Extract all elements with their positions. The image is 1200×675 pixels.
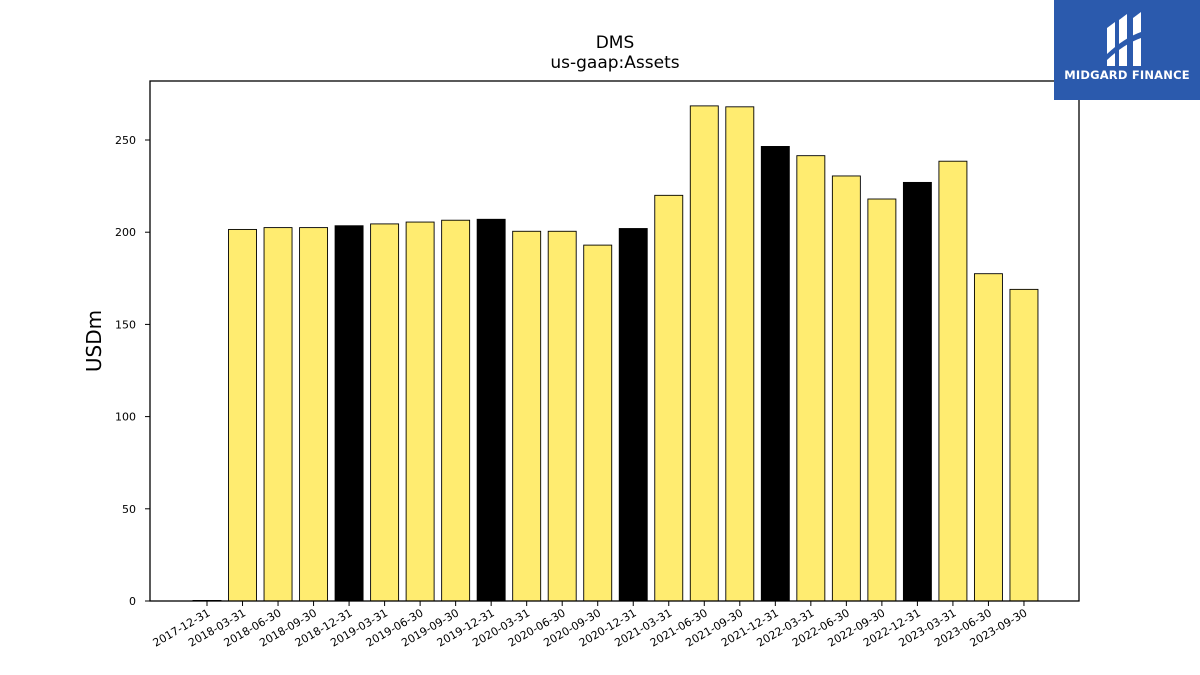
bar-2020-09-30 bbox=[583, 244, 613, 602]
bar-2023-03-31 bbox=[938, 160, 968, 602]
bar-2019-12-31 bbox=[476, 218, 506, 602]
chart-subtitle: us-gaap:Assets bbox=[550, 53, 679, 73]
y-tick-label: 0 bbox=[129, 595, 136, 608]
bar-2023-09-30 bbox=[1009, 288, 1039, 602]
bar-2021-03-31 bbox=[654, 194, 684, 602]
bar-2020-06-30 bbox=[547, 230, 577, 602]
y-tick-label: 250 bbox=[115, 134, 136, 147]
bar-2021-06-30 bbox=[689, 105, 719, 602]
bar-2018-06-30 bbox=[263, 227, 293, 602]
bar-2018-09-30 bbox=[299, 227, 329, 602]
y-tick-label: 150 bbox=[115, 318, 136, 331]
logo-badge: MIDGARD FINANCE bbox=[1054, 0, 1200, 100]
plot-frame bbox=[149, 80, 1080, 602]
bar-2022-09-30 bbox=[867, 198, 897, 602]
y-ticks-group: 0 50 100 150 200 250 bbox=[115, 134, 150, 608]
bar-2019-03-31 bbox=[370, 223, 400, 602]
x-ticks-group: 2017-12-312018-03-312018-06-302018-09-30… bbox=[151, 601, 1029, 650]
y-tick-label: 50 bbox=[122, 503, 136, 516]
bar-2021-09-30 bbox=[725, 106, 755, 602]
bar-2022-03-31 bbox=[796, 155, 826, 602]
bar-2018-12-31 bbox=[334, 225, 364, 602]
logo-text: MIDGARD FINANCE bbox=[1064, 68, 1190, 82]
bar-2019-09-30 bbox=[441, 219, 471, 602]
bar-2020-12-31 bbox=[618, 228, 648, 602]
bar-2020-03-31 bbox=[512, 230, 542, 602]
chart-title: DMS bbox=[596, 33, 635, 53]
bar-2021-12-31 bbox=[760, 146, 790, 602]
bar-2018-03-31 bbox=[228, 228, 257, 602]
y-tick-label: 100 bbox=[115, 411, 136, 424]
bar-2022-06-30 bbox=[831, 175, 861, 602]
y-axis-label: USDm bbox=[82, 310, 106, 372]
bar-2022-12-31 bbox=[902, 181, 932, 602]
bars-group bbox=[192, 105, 1039, 602]
bar-2023-06-30 bbox=[973, 273, 1003, 602]
bar-2019-06-30 bbox=[405, 221, 435, 602]
logo-icon bbox=[1107, 12, 1141, 66]
y-tick-label: 200 bbox=[115, 226, 136, 239]
